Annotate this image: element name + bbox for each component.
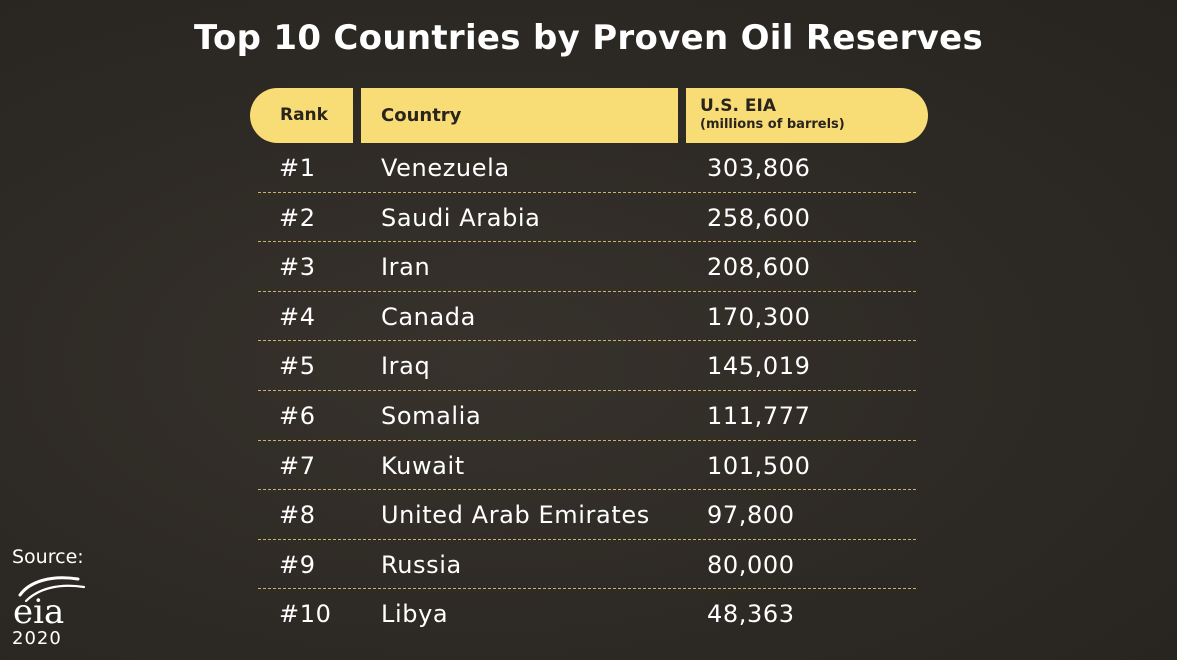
row-rank: #5: [279, 352, 316, 381]
row-value: 97,800: [707, 501, 795, 530]
row-country: Iran: [381, 253, 431, 282]
row-value: 208,600: [707, 253, 811, 282]
table-row: #4 Canada 170,300: [258, 292, 916, 342]
eia-logo: eia: [13, 576, 86, 627]
eia-logo-text: eia: [13, 592, 64, 627]
table-row: #1 Venezuela 303,806: [258, 143, 916, 193]
row-country: Kuwait: [381, 451, 465, 480]
table-body: #1 Venezuela 303,806 #2 Saudi Arabia 258…: [258, 143, 916, 639]
table-row: #7 Kuwait 101,500: [258, 441, 916, 491]
row-value: 80,000: [707, 550, 795, 579]
table-row: #8 United Arab Emirates 97,800: [258, 490, 916, 540]
table-header-eia-label: U.S. EIA: [700, 96, 776, 116]
row-country: Russia: [381, 550, 462, 579]
table-row: #6 Somalia 111,777: [258, 391, 916, 441]
source-year: 2020: [12, 628, 62, 649]
row-country: Libya: [381, 600, 449, 629]
page-title: Top 10 Countries by Proven Oil Reserves: [193, 18, 984, 58]
row-rank: #6: [279, 401, 316, 430]
row-rank: #10: [279, 600, 332, 629]
source-block: Source: eia 2020: [12, 545, 102, 649]
row-rank: #7: [279, 451, 316, 480]
row-value: 145,019: [707, 352, 811, 381]
row-value: 48,363: [707, 600, 795, 629]
table-row: #2 Saudi Arabia 258,600: [258, 193, 916, 243]
table-row: #5 Iraq 145,019: [258, 341, 916, 391]
table-header-country: Country: [361, 88, 678, 143]
table-header-rank: Rank: [250, 88, 353, 143]
row-rank: #8: [279, 501, 316, 530]
row-value: 101,500: [707, 451, 811, 480]
row-value: 111,777: [707, 401, 811, 430]
table-row: #9 Russia 80,000: [258, 540, 916, 590]
row-value: 258,600: [707, 203, 811, 232]
table-header-eia: U.S. EIA (millions of barrels): [686, 88, 928, 143]
table-header-eia-unit: (millions of barrels): [700, 117, 845, 132]
row-rank: #3: [279, 253, 316, 282]
row-rank: #4: [279, 302, 316, 331]
row-value: 170,300: [707, 302, 811, 331]
row-rank: #2: [279, 203, 316, 232]
row-country: Venezuela: [381, 154, 510, 182]
row-country: United Arab Emirates: [381, 501, 650, 530]
row-country: Iraq: [381, 352, 431, 381]
source-label: Source:: [12, 546, 84, 568]
row-country: Saudi Arabia: [381, 203, 541, 232]
row-country: Canada: [381, 302, 476, 331]
table-row: #10 Libya 48,363: [258, 589, 916, 639]
row-value: 303,806: [707, 154, 811, 182]
table-row: #3 Iran 208,600: [258, 242, 916, 292]
row-country: Somalia: [381, 401, 482, 430]
row-rank: #1: [279, 154, 316, 182]
row-rank: #9: [279, 550, 316, 579]
